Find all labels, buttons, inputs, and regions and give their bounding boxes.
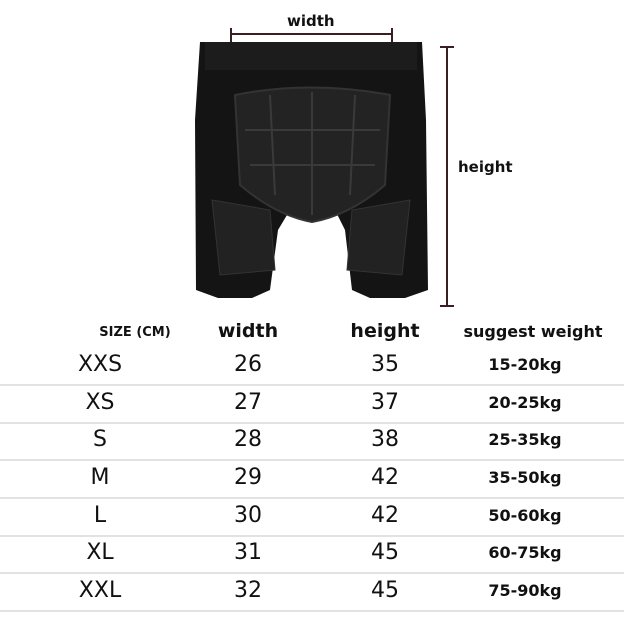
cell-size: M	[90, 465, 110, 490]
row-divider	[0, 572, 624, 574]
cell-height: 42	[371, 465, 399, 490]
cell-size: XXS	[77, 352, 123, 377]
cell-width: 26	[234, 352, 262, 377]
cell-size: XS	[85, 390, 115, 415]
cell-weight: 25-35kg	[488, 430, 562, 449]
cell-height: 37	[371, 390, 399, 415]
cell-size: S	[93, 427, 107, 452]
cell-size: L	[93, 503, 107, 528]
cell-weight: 15-20kg	[488, 355, 562, 374]
cell-height: 38	[371, 427, 399, 452]
cell-weight: 75-90kg	[488, 581, 562, 600]
header-size: SIZE (CM)	[99, 325, 171, 340]
width-arrow	[230, 28, 393, 42]
cell-width: 30	[234, 503, 262, 528]
cell-width: 32	[234, 578, 262, 603]
row-divider	[0, 535, 624, 537]
cell-weight: 60-75kg	[488, 543, 562, 562]
cell-height: 35	[371, 352, 399, 377]
row-divider	[0, 610, 624, 612]
height-arrow	[440, 46, 454, 307]
row-divider	[0, 497, 624, 499]
cell-weight: 35-50kg	[488, 468, 562, 487]
cell-height: 42	[371, 503, 399, 528]
header-suggest-weight: suggest weight	[463, 322, 603, 341]
cell-width: 27	[234, 390, 262, 415]
table-row: S 28 38 25-35kg	[0, 421, 624, 459]
row-divider	[0, 459, 624, 461]
row-divider	[0, 384, 624, 386]
table-row: XXS 26 35 15-20kg	[0, 346, 624, 384]
row-divider	[0, 422, 624, 424]
cell-height: 45	[371, 578, 399, 603]
table-row: XXL 32 45 75-90kg	[0, 572, 624, 610]
cell-width: 28	[234, 427, 262, 452]
header-width: width	[217, 320, 279, 342]
cell-weight: 20-25kg	[488, 393, 562, 412]
height-label: height	[458, 158, 513, 176]
shorts-diagram	[195, 28, 454, 307]
cell-width: 31	[234, 540, 262, 565]
table-row: XL 31 45 60-75kg	[0, 534, 624, 572]
padded-shorts-image	[195, 42, 428, 298]
cell-height: 45	[371, 540, 399, 565]
cell-size: XXL	[78, 578, 122, 603]
table-row: M 29 42 35-50kg	[0, 459, 624, 497]
cell-weight: 50-60kg	[488, 506, 562, 525]
cell-width: 29	[234, 465, 262, 490]
header-height: height	[350, 320, 420, 342]
cell-size: XL	[86, 540, 114, 565]
table-row: L 30 42 50-60kg	[0, 497, 624, 535]
width-label: width	[287, 12, 335, 30]
table-row: XS 27 37 20-25kg	[0, 384, 624, 422]
